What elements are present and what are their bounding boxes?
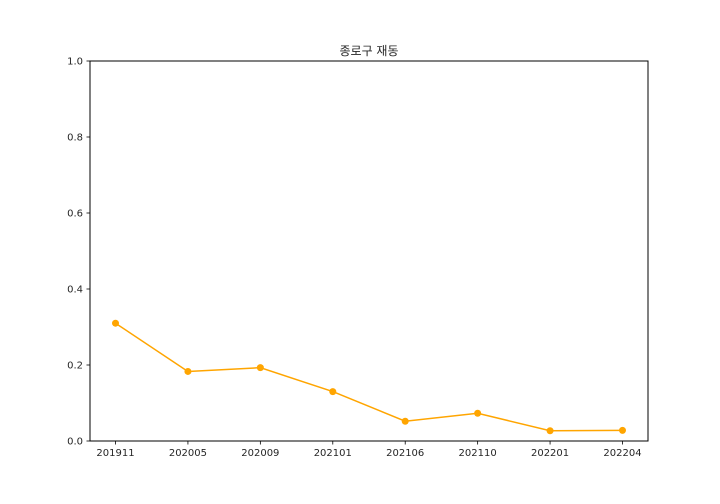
x-tick-label: 201911: [96, 448, 134, 459]
y-tick-label: 0.0: [67, 437, 83, 448]
data-point: [329, 388, 337, 396]
data-point: [256, 364, 264, 372]
x-tick-label: 202101: [314, 448, 352, 459]
y-axis: 0.0 0.2 0.4 0.6 0.8 1.0: [67, 57, 90, 448]
y-tick-label: 1.0: [67, 57, 83, 68]
x-axis: 201911 202005 202009 202101 202106 202110 2022…: [96, 441, 642, 459]
y-tick-label: 0.2: [67, 361, 83, 372]
series-line: [115, 322, 623, 432]
x-tick-label: 202110: [459, 448, 497, 459]
data-point: [401, 417, 409, 425]
y-tick-label: 0.6: [67, 209, 83, 220]
x-tick-label: 202106: [386, 448, 424, 459]
data-point: [474, 409, 482, 417]
data-point: [619, 426, 626, 434]
plot-area: [89, 60, 649, 442]
chart-title: 종로구 재동: [339, 44, 398, 58]
x-tick-label: 202009: [241, 448, 279, 459]
y-tick-label: 0.4: [67, 285, 83, 296]
x-tick-label: 202005: [169, 448, 207, 459]
y-tick-label: 0.8: [67, 133, 83, 144]
data-point: [184, 367, 192, 375]
x-tick-label: 202201: [531, 448, 569, 459]
x-tick-label: 202204: [603, 448, 641, 459]
series-group: [112, 319, 626, 435]
data-point: [112, 319, 119, 327]
data-point: [546, 427, 554, 435]
